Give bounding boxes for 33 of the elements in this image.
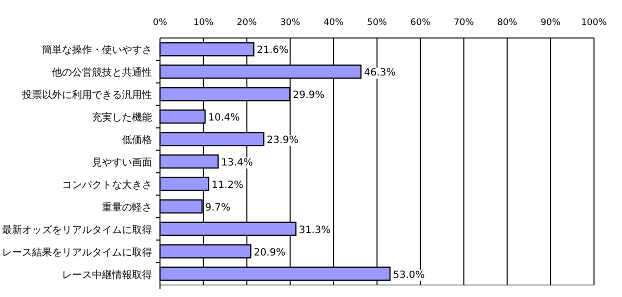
- x-tick-label: 40%: [324, 18, 344, 28]
- data-label: 23.9%: [266, 135, 299, 146]
- x-tick-label: 10%: [193, 18, 214, 28]
- y-tick-label: 最新オッズをリアルタイムに取得: [2, 224, 152, 236]
- y-tick-label: 見やすい画面: [92, 158, 152, 168]
- x-tick-label: 30%: [280, 18, 301, 28]
- y-tick-label: 他の公営競技と共通性: [52, 66, 152, 79]
- x-tick-label: 60%: [410, 18, 431, 28]
- x-tick-label: 20%: [236, 18, 258, 28]
- y-tick-label: レース結果をリアルタイムに取得: [2, 247, 152, 258]
- data-label: 46.3%: [364, 68, 396, 79]
- x-tick-label: 0%: [152, 18, 168, 28]
- data-label: 53.0%: [393, 270, 425, 281]
- data-label: 29.9%: [292, 90, 325, 102]
- x-tick-label: 90%: [540, 18, 562, 28]
- data-label: 21.6%: [256, 45, 289, 56]
- x-tick-label: 50%: [366, 18, 388, 28]
- data-label: 11.2%: [212, 180, 244, 191]
- y-tick-label: 投票以外に利用できる汎用性: [21, 89, 152, 102]
- x-tick-label: 80%: [497, 18, 518, 28]
- y-tick-label: 重量の軽さ: [102, 201, 152, 214]
- data-label: 13.4%: [221, 158, 253, 168]
- y-tick-label: 簡単な操作・使いやすさ: [42, 44, 152, 56]
- y-tick-label: コンパクトな大きさ: [62, 178, 152, 191]
- y-tick-label: 充実した機能: [92, 112, 152, 124]
- y-tick-label: レース中継情報取得: [62, 268, 152, 281]
- x-tick-label: 100%: [581, 18, 608, 28]
- data-label: 31.3%: [298, 224, 331, 236]
- data-label: 10.4%: [208, 112, 240, 124]
- data-label: 9.7%: [205, 202, 231, 214]
- y-tick-label: 低価格: [122, 134, 152, 146]
- data-label: 20.9%: [254, 247, 286, 258]
- x-tick-label: 70%: [454, 18, 474, 28]
